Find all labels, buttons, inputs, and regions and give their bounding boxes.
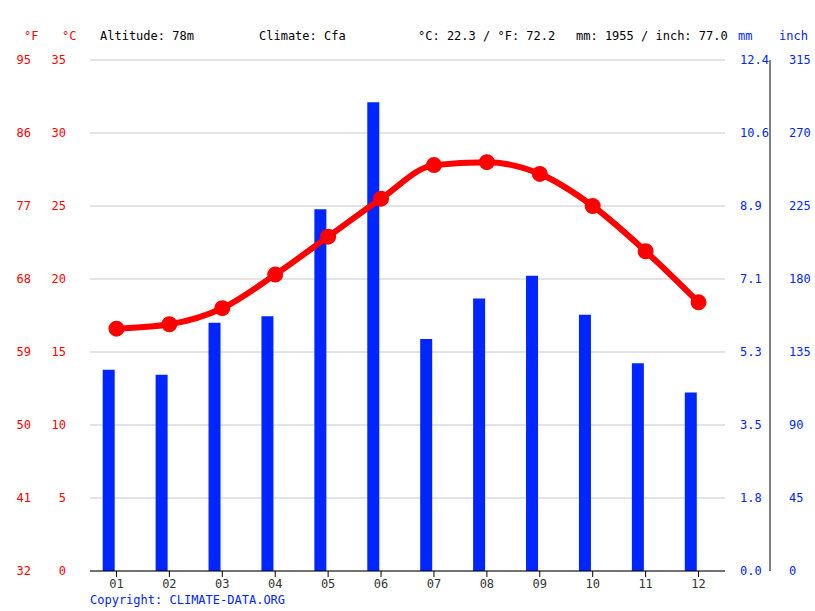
svg-text:135: 135 xyxy=(789,345,807,359)
html-text:Copyright: CLIMATE-DATA.ORG: Copyright: CLIMATE-DATA.ORG xyxy=(90,593,286,607)
svg-text:86: 86 xyxy=(17,126,31,140)
svg-text:225: 225 xyxy=(789,199,807,213)
svg-text:07: 07 xyxy=(427,577,441,591)
svg-text:08: 08 xyxy=(480,577,494,591)
svg-text:95: 95 xyxy=(17,53,31,67)
svg-text:15: 15 xyxy=(52,345,66,359)
svg-text:5: 5 xyxy=(59,491,66,505)
svg-text:20: 20 xyxy=(52,272,66,286)
svg-text:03: 03 xyxy=(215,577,229,591)
svg-text:02: 02 xyxy=(162,577,176,591)
html-text:Altitude: 78m: Altitude: 78m xyxy=(100,29,194,43)
svg-text:06: 06 xyxy=(374,577,388,591)
svg-text:90: 90 xyxy=(789,418,803,432)
html-text:°C: °C xyxy=(62,29,77,43)
svg-text:10.6: 10.6 xyxy=(740,126,769,140)
html-text:mm: 1955 / inch: 77.0: mm: 1955 / inch: 77.0 xyxy=(576,29,728,43)
svg-text:05: 05 xyxy=(321,577,335,591)
html-text:°C: 22.3 / °F: 72.2: °C: 22.3 / °F: 72.2 xyxy=(418,29,556,43)
svg-text:68: 68 xyxy=(17,272,31,286)
svg-text:0: 0 xyxy=(789,564,796,578)
svg-text:30: 30 xyxy=(52,126,66,140)
svg-text:315: 315 xyxy=(789,53,807,67)
html-text:Climate: Cfa: Climate: Cfa xyxy=(259,29,346,43)
svg-text:50: 50 xyxy=(17,418,31,432)
svg-text:41: 41 xyxy=(17,491,31,505)
svg-text:8.9: 8.9 xyxy=(740,199,762,213)
svg-text:0: 0 xyxy=(59,564,66,578)
svg-text:180: 180 xyxy=(789,272,807,286)
html-text:inch: inch xyxy=(779,29,808,43)
svg-text:32: 32 xyxy=(17,564,31,578)
svg-text:1.8: 1.8 xyxy=(740,491,762,505)
svg-text:0.0: 0.0 xyxy=(740,564,762,578)
svg-text:77: 77 xyxy=(17,199,31,213)
html-text:°F: °F xyxy=(24,29,39,43)
svg-text:45: 45 xyxy=(789,491,803,505)
svg-text:11: 11 xyxy=(638,577,652,591)
svg-text:12.4: 12.4 xyxy=(740,53,769,67)
svg-text:04: 04 xyxy=(268,577,282,591)
html-text:mm: mm xyxy=(738,29,753,43)
svg-text:12: 12 xyxy=(691,577,705,591)
svg-text:270: 270 xyxy=(789,126,807,140)
svg-text:01: 01 xyxy=(109,577,123,591)
svg-text:09: 09 xyxy=(533,577,547,591)
svg-text:3.5: 3.5 xyxy=(740,418,762,432)
svg-text:10: 10 xyxy=(585,577,599,591)
svg-text:35: 35 xyxy=(52,53,66,67)
svg-text:10: 10 xyxy=(52,418,66,432)
svg-text:59: 59 xyxy=(17,345,31,359)
svg-text:5.3: 5.3 xyxy=(740,345,762,359)
svg-text:7.1: 7.1 xyxy=(740,272,762,286)
svg-text:25: 25 xyxy=(52,199,66,213)
